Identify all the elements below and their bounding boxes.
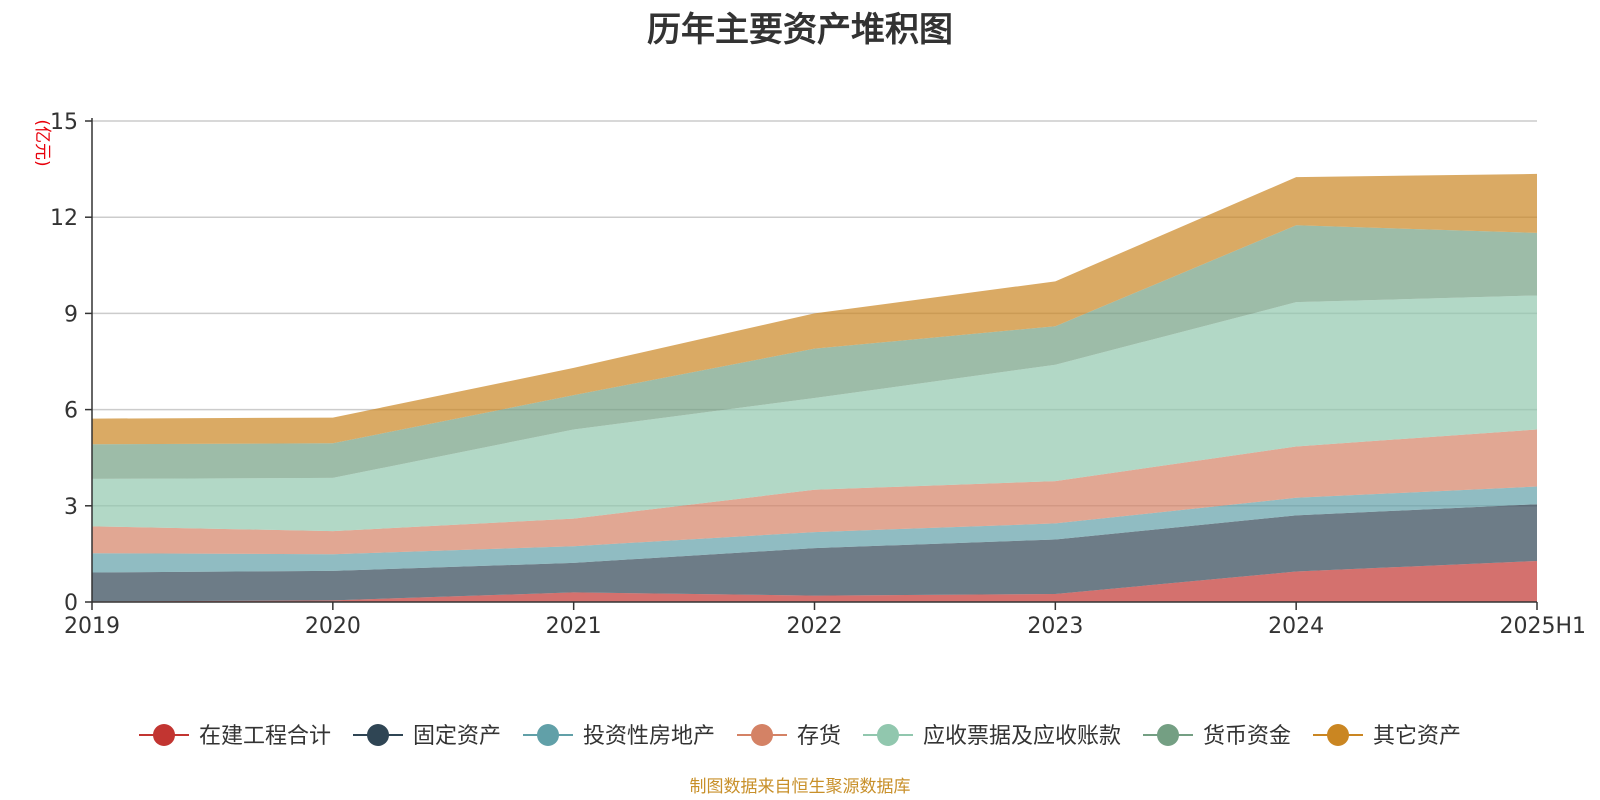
y-tick-label: 3 — [64, 495, 78, 520]
legend-item-7[interactable]: 其它资产 — [1313, 724, 1461, 749]
area-series-7[interactable] — [92, 173, 1537, 445]
legend-item-5[interactable]: 应收票据及应收账款 — [863, 724, 1121, 749]
y-axis-unit-label: (亿元) — [32, 119, 52, 166]
area-series-4[interactable] — [92, 429, 1537, 555]
y-tick-label: 0 — [64, 591, 78, 616]
legend-label: 在建工程合计 — [199, 724, 331, 749]
legend-label: 存货 — [797, 724, 841, 749]
y-tick-label: 9 — [64, 302, 78, 327]
y-tick-label: 12 — [50, 206, 78, 231]
legend-circle-icon — [877, 724, 899, 746]
legend-item-2[interactable]: 固定资产 — [353, 724, 501, 749]
legend-label: 投资性房地产 — [583, 724, 715, 749]
legend-item-4[interactable]: 存货 — [737, 724, 841, 749]
area-series-5[interactable] — [92, 295, 1537, 532]
area-series-2[interactable] — [92, 504, 1537, 602]
x-tick-label: 2024 — [1268, 614, 1324, 639]
axes: 0 3 6 9 12 15 2019 2020 2021 2022 2023 2024 2025H1 — [50, 110, 1586, 639]
area-series-6[interactable] — [92, 225, 1537, 479]
legend-circle-icon — [367, 724, 389, 746]
source-note: 制图数据来自恒生聚源数据库 — [689, 777, 911, 797]
x-tick-label: 2025H1 — [1499, 614, 1586, 639]
legend-label: 应收票据及应收账款 — [923, 724, 1121, 749]
legend-circle-icon — [751, 724, 773, 746]
area-series-1[interactable] — [92, 560, 1537, 602]
x-tick-label: 2021 — [546, 614, 602, 639]
legend-circle-icon — [537, 724, 559, 746]
legend-circle-icon — [153, 724, 175, 746]
x-tick-label: 2019 — [64, 614, 120, 639]
x-tick-label: 2020 — [305, 614, 361, 639]
y-tick-label: 15 — [50, 110, 78, 135]
legend-circle-icon — [1157, 724, 1179, 746]
chart-title: 历年主要资产堆积图 — [647, 10, 953, 50]
x-tick-label: 2022 — [787, 614, 843, 639]
area-series-group — [92, 173, 1537, 602]
y-tick-label: 6 — [64, 399, 78, 424]
legend-label: 货币资金 — [1203, 724, 1291, 749]
area-series-3[interactable] — [92, 486, 1537, 573]
legend-item-1[interactable]: 在建工程合计 — [139, 724, 331, 749]
legend-item-6[interactable]: 货币资金 — [1143, 724, 1291, 749]
legend-item-3[interactable]: 投资性房地产 — [523, 724, 715, 749]
legend-label: 固定资产 — [413, 724, 501, 749]
legend-label: 其它资产 — [1373, 724, 1461, 749]
x-tick-label: 2023 — [1027, 614, 1083, 639]
legend-circle-icon — [1327, 724, 1349, 746]
legend[interactable]: 在建工程合计 固定资产 投资性房地产 存货 应收票据及应收账款 货币资金 其它资产 — [139, 724, 1461, 749]
